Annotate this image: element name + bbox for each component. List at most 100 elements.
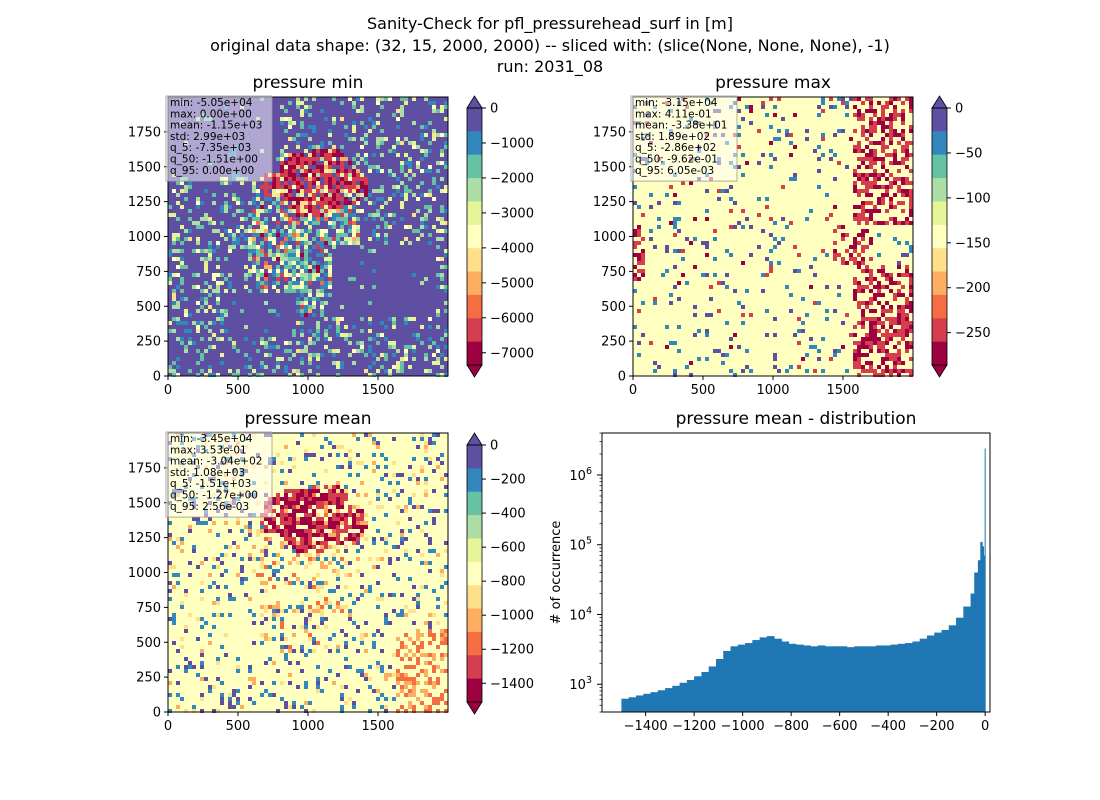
colorbar-tick-label: −800: [490, 575, 526, 590]
heatmap-cell: [853, 185, 857, 189]
heatmap-cell: [288, 257, 292, 261]
heatmap-cell: [188, 529, 192, 533]
heatmap-cell: [348, 137, 352, 141]
heatmap-cell: [897, 321, 901, 325]
heatmap-cell: [857, 141, 861, 145]
heatmap-cell: [777, 129, 781, 133]
heatmap-cell: [320, 277, 324, 281]
heatmap-cell: [288, 229, 292, 233]
heatmap-cell: [432, 341, 436, 345]
heatmap-cell: [368, 249, 372, 253]
stats-line: std: 1.08e+03: [170, 467, 245, 479]
heatmap-cell: [252, 265, 256, 269]
heatmap-cell: [308, 637, 312, 641]
heatmap-cell: [705, 329, 709, 333]
heatmap-cell: [328, 189, 332, 193]
heatmap-cell: [633, 265, 637, 269]
heatmap-cell: [280, 617, 284, 621]
heatmap-cell: [220, 313, 224, 317]
heatmap-cell: [328, 209, 332, 213]
heatmap-cell: [777, 369, 781, 373]
heatmap-cell: [737, 301, 741, 305]
heatmap-cell: [909, 205, 913, 209]
heatmap-cell: [340, 693, 344, 697]
heatmap-cell: [845, 101, 849, 105]
heatmap-cell: [224, 201, 228, 205]
histogram-bar: [759, 637, 768, 712]
heatmap-cell: [312, 189, 316, 193]
heatmap-cell: [869, 365, 873, 369]
heatmap-cell: [288, 489, 292, 493]
heatmap-cell: [356, 197, 360, 201]
heatmap-cell: [224, 313, 228, 317]
heatmap-cell: [893, 329, 897, 333]
heatmap-cell: [893, 193, 897, 197]
heatmap-cell: [168, 709, 172, 713]
heatmap-cell: [280, 481, 284, 485]
heatmap-cell: [260, 581, 264, 585]
heatmap-cell: [324, 317, 328, 321]
heatmap-cell: [272, 233, 276, 237]
histogram-bar: [766, 636, 775, 712]
heatmap-cell: [300, 349, 304, 353]
heatmap-cell: [172, 273, 176, 277]
heatmap-cell: [260, 209, 264, 213]
heatmap-cell: [857, 109, 861, 113]
heatmap-cell: [673, 249, 677, 253]
heatmap-cell: [420, 281, 424, 285]
heatmap-cell: [741, 153, 745, 157]
heatmap-cell: [356, 493, 360, 497]
heatmap-cell: [745, 217, 749, 221]
panel-title: pressure max: [715, 73, 831, 93]
heatmap-cell: [444, 473, 448, 477]
heatmap-cell: [296, 509, 300, 513]
heatmap-cell: [292, 489, 296, 493]
heatmap-cell: [428, 141, 432, 145]
heatmap-cell: [248, 245, 252, 249]
heatmap-cell: [300, 237, 304, 241]
heatmap-cell: [428, 569, 432, 573]
heatmap-cell: [288, 161, 292, 165]
heatmap-cell: [416, 681, 420, 685]
heatmap-cell: [849, 333, 853, 337]
colorbar-tick-label: −200: [955, 281, 991, 296]
heatmap-cell: [296, 205, 300, 209]
heatmap-cell: [316, 601, 320, 605]
heatmap-cell: [252, 217, 256, 221]
heatmap-cell: [897, 349, 901, 353]
heatmap-cell: [312, 641, 316, 645]
heatmap-cell: [252, 197, 256, 201]
colorbar-segment: [467, 318, 482, 343]
heatmap-cell: [324, 273, 328, 277]
heatmap-cell: [200, 217, 204, 221]
heatmap-cell: [320, 613, 324, 617]
heatmap-cell: [368, 329, 372, 333]
heatmap-cell: [264, 545, 268, 549]
heatmap-cell: [432, 589, 436, 593]
heatmap-cell: [348, 525, 352, 529]
y-tick-label: 500: [601, 300, 626, 315]
heatmap-cell: [284, 197, 288, 201]
heatmap-cell: [368, 301, 372, 305]
heatmap-cell: [328, 129, 332, 133]
heatmap-cell: [248, 557, 252, 561]
heatmap-cell: [885, 153, 889, 157]
heatmap-cell: [777, 137, 781, 141]
heatmap-cell: [336, 481, 340, 485]
heatmap-cell: [873, 285, 877, 289]
heatmap-cell: [384, 613, 388, 617]
heatmap-cell: [336, 517, 340, 521]
heatmap-cell: [789, 293, 793, 297]
heatmap-cell: [905, 297, 909, 301]
heatmap-cell: [424, 357, 428, 361]
heatmap-cell: [368, 433, 372, 437]
heatmap-cell: [845, 369, 849, 373]
heatmap-cell: [320, 193, 324, 197]
heatmap-cell: [857, 217, 861, 221]
heatmap-cell: [328, 637, 332, 641]
heatmap-cell: [280, 193, 284, 197]
heatmap-cell: [256, 281, 260, 285]
heatmap-cell: [168, 681, 172, 685]
histogram-bar: [905, 643, 913, 712]
heatmap-cell: [641, 249, 645, 253]
